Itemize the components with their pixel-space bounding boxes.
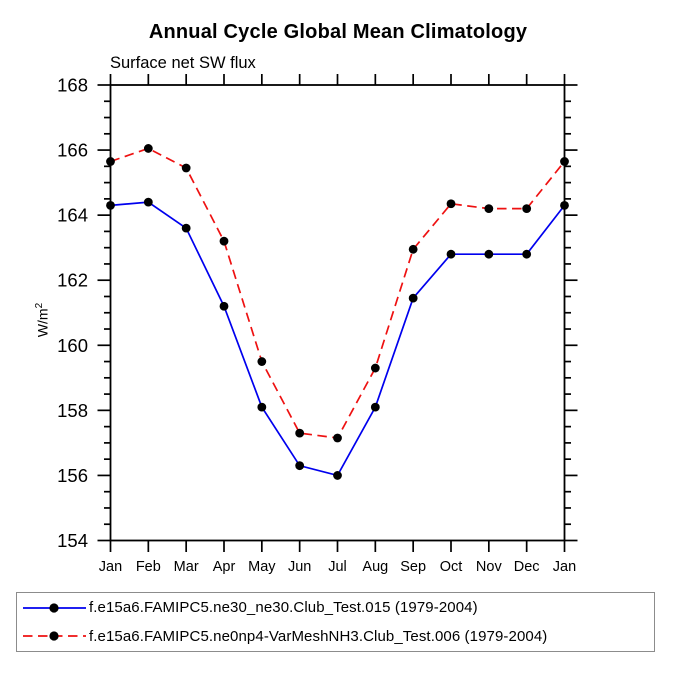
x-axis-tick-label: Jan bbox=[553, 559, 576, 575]
data-point-marker bbox=[484, 249, 494, 259]
data-point-marker bbox=[295, 461, 305, 471]
y-axis-tick-label: 168 bbox=[57, 75, 88, 96]
x-axis-tick-label: Feb bbox=[136, 559, 161, 575]
data-point-marker bbox=[333, 471, 342, 480]
y-axis-tick-label: 158 bbox=[57, 400, 88, 421]
y-axis-tick-label: 166 bbox=[57, 140, 88, 161]
data-point-marker bbox=[181, 223, 191, 233]
x-axis-tick-label: May bbox=[248, 559, 276, 575]
legend-label-series-0: f.e15a6.FAMIPC5.ne30_ne30.Club_Test.015 … bbox=[89, 599, 478, 617]
legend-item-series-1: f.e15a6.FAMIPC5.ne0np4-VarMeshNH3.Club_T… bbox=[17, 622, 654, 650]
x-axis-tick-label: Oct bbox=[440, 559, 463, 575]
data-point-marker bbox=[257, 357, 267, 366]
y-axis-tick-label: 162 bbox=[57, 270, 88, 291]
data-point-marker bbox=[143, 197, 153, 207]
legend-line-sample-solid bbox=[23, 603, 86, 613]
x-axis-tick-label: Mar bbox=[174, 559, 199, 575]
data-point-marker bbox=[181, 163, 191, 173]
data-point-marker bbox=[560, 200, 569, 210]
data-point-marker bbox=[370, 363, 380, 373]
data-point-marker bbox=[408, 244, 418, 254]
chart-subtitle: Surface net SW flux bbox=[110, 54, 256, 72]
data-point-marker bbox=[143, 144, 153, 153]
y-axis-tick-label: 164 bbox=[57, 205, 88, 226]
legend-box: f.e15a6.FAMIPC5.ne30_ne30.Club_Test.015 … bbox=[16, 592, 655, 652]
data-point-marker bbox=[219, 236, 229, 246]
data-point-marker bbox=[219, 301, 229, 311]
data-point-marker bbox=[522, 204, 532, 214]
x-axis-tick-label: Jun bbox=[288, 559, 311, 575]
x-axis-tick-label: Sep bbox=[400, 559, 426, 575]
y-axis-tick-label: 156 bbox=[57, 465, 88, 486]
x-axis-tick-label: Aug bbox=[362, 559, 388, 575]
data-point-marker bbox=[106, 157, 115, 166]
data-point-marker bbox=[522, 249, 532, 259]
data-point-marker bbox=[333, 433, 342, 443]
x-axis-tick-label: Jul bbox=[328, 559, 347, 575]
y-axis-tick-label: 160 bbox=[57, 335, 88, 356]
data-point-marker bbox=[106, 200, 115, 210]
x-axis-tick-label: Apr bbox=[213, 559, 236, 575]
y-axis-tick-label: 154 bbox=[57, 530, 88, 551]
data-point-marker bbox=[257, 402, 267, 412]
data-point-marker bbox=[560, 157, 569, 166]
legend-label-series-1: f.e15a6.FAMIPC5.ne0np4-VarMeshNH3.Club_T… bbox=[89, 627, 548, 645]
x-axis-tick-label: Jan bbox=[99, 559, 122, 575]
data-point-marker bbox=[408, 293, 418, 303]
series-line-1 bbox=[110, 147, 566, 439]
legend-line-sample-dashed bbox=[23, 631, 86, 641]
data-point-marker bbox=[370, 402, 380, 412]
data-point-marker bbox=[446, 199, 456, 209]
x-axis-tick-label: Nov bbox=[476, 559, 503, 575]
data-point-marker bbox=[446, 249, 456, 259]
chart-title: Annual Cycle Global Mean Climatology bbox=[148, 21, 528, 43]
data-point-marker bbox=[484, 204, 494, 214]
data-point-marker bbox=[295, 428, 305, 438]
x-axis-tick-label: Dec bbox=[514, 559, 540, 575]
legend-item-series-0: f.e15a6.FAMIPC5.ne30_ne30.Club_Test.015 … bbox=[17, 594, 654, 622]
